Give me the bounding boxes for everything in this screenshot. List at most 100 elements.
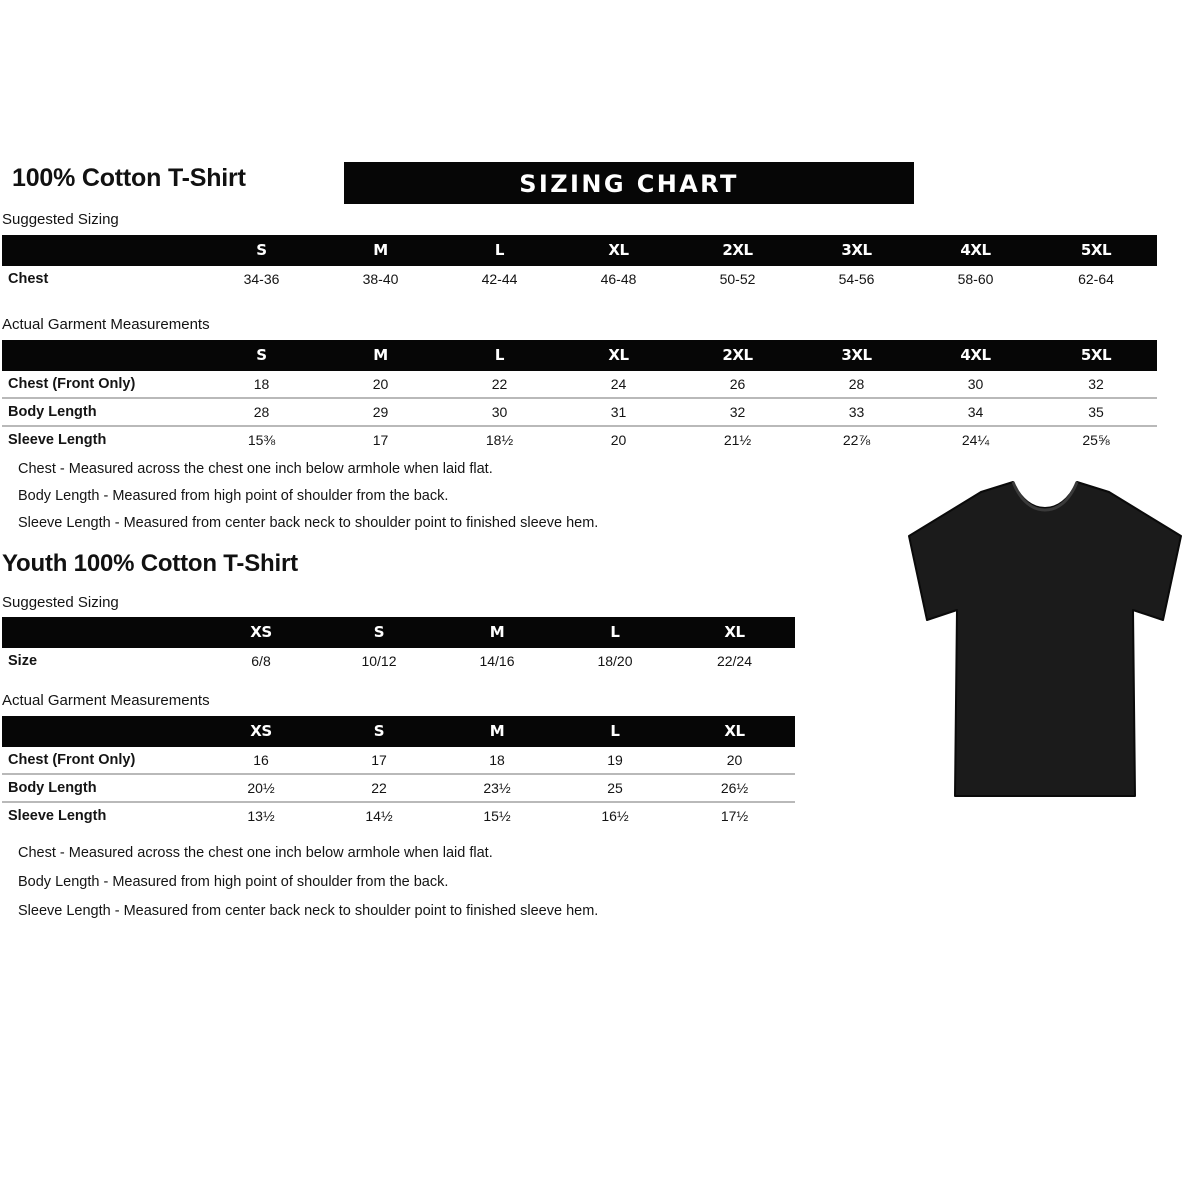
- youth-page-title: Youth 100% Cotton T-Shirt: [2, 550, 298, 577]
- cell-2xl: 26: [678, 371, 797, 399]
- table-row: Sleeve Length 15⅜ 17 18½ 20 21½ 22⅞ 24¼ 25⅝: [2, 426, 1157, 453]
- column-header-l: L: [610, 623, 620, 641]
- cell-m: 20: [321, 371, 440, 399]
- adult-suggested-caption: Suggested Sizing: [2, 211, 119, 228]
- column-header-xs: XS: [250, 722, 272, 740]
- cell-s: 28: [202, 398, 321, 427]
- cell-xs: 6/8: [251, 653, 271, 669]
- adult-actual-measurements-table: S M L XL 2XL 3XL 4XL 5XL Chest (Front Only) 18 20…: [2, 340, 1157, 453]
- cell-5xl: 35: [1035, 398, 1157, 427]
- cell-4xl: 34: [916, 398, 1035, 427]
- table-body: Chest (Front Only) 18 20 22 24 26 28 30 32 Body L…: [2, 371, 1157, 453]
- row-label: Body Length: [2, 774, 202, 803]
- cell-s: 14½: [365, 808, 393, 824]
- cell-3xl: 22⅞: [842, 432, 871, 448]
- tshirt-image: [895, 470, 1195, 810]
- cell-l: 42-44: [481, 271, 518, 287]
- column-header-s: S: [373, 722, 385, 740]
- column-header-xl: XL: [608, 346, 629, 364]
- cell-xl: 26½: [674, 774, 795, 803]
- column-header-l: L: [494, 346, 505, 364]
- page-title: 100% Cotton T-Shirt: [12, 164, 246, 192]
- table-body: Chest (Front Only) 16 17 18 19 20 Body Length 2…: [2, 747, 795, 829]
- cell-3xl: 28: [797, 371, 916, 399]
- adult-heading-row: 100% Cotton T-Shirt SIZING CHART: [10, 162, 1190, 208]
- cell-s: 34-36: [243, 271, 280, 287]
- row-label: Sleeve Length: [8, 432, 107, 448]
- table-row: Body Length 20½ 22 23½ 25 26½: [2, 774, 795, 803]
- youth-suggested-header-label: [2, 617, 202, 648]
- column-header-l: L: [610, 722, 620, 740]
- youth-suggested-sizing-table: XS S M L XL Size 6/8 10/12 14/16 18/20 22/24: [2, 617, 795, 674]
- table-row: Chest (Front Only) 18 20 22 24 26 28 30 32: [2, 371, 1157, 399]
- column-header-xl: XL: [724, 623, 745, 641]
- cell-xl: 22/24: [716, 653, 753, 669]
- cell-l: 16½: [601, 808, 629, 824]
- table-header-row: S M L XL 2XL 3XL 4XL 5XL: [2, 235, 1157, 266]
- column-header-xs: XS: [250, 623, 272, 641]
- cell-l: 19: [556, 747, 674, 775]
- cell-m: 14/16: [479, 653, 515, 669]
- adult-actual-caption: Actual Garment Measurements: [2, 316, 210, 333]
- cell-l: 30: [440, 398, 559, 427]
- cell-m: 18: [438, 747, 556, 775]
- column-header-2xl: 2XL: [722, 346, 753, 364]
- cell-3xl: 33: [797, 398, 916, 427]
- cell-xl: 20: [610, 432, 627, 448]
- cell-3xl: 54-56: [838, 271, 875, 287]
- cell-4xl: 58-60: [957, 271, 994, 287]
- cell-s: 10/12: [361, 653, 397, 669]
- table-row: Chest (Front Only) 16 17 18 19 20: [2, 747, 795, 775]
- cell-2xl: 50-52: [719, 271, 756, 287]
- row-label: Chest (Front Only): [2, 371, 202, 399]
- cell-2xl: 32: [678, 398, 797, 427]
- cell-4xl: 24¼: [961, 432, 990, 448]
- cell-m: 17: [372, 432, 389, 448]
- youth-actual-caption: Actual Garment Measurements: [2, 692, 210, 709]
- column-header-s: S: [373, 623, 385, 641]
- cell-xl: 46-48: [600, 271, 637, 287]
- cell-xs: 20½: [202, 774, 320, 803]
- cell-s: 15⅜: [247, 432, 276, 448]
- adult-note-chest: Chest - Measured across the chest one in…: [18, 461, 493, 477]
- cell-5xl: 25⅝: [1082, 432, 1110, 448]
- youth-note-body-length: Body Length - Measured from high point o…: [18, 874, 449, 890]
- column-header-3xl: 3XL: [841, 241, 872, 259]
- adult-note-sleeve-length: Sleeve Length - Measured from center bac…: [18, 515, 599, 531]
- cell-l: 18/20: [597, 653, 633, 669]
- row-label: Chest (Front Only): [2, 747, 202, 775]
- cell-xs: 13½: [247, 808, 275, 824]
- cell-xl: 20: [674, 747, 795, 775]
- cell-5xl: 62-64: [1078, 271, 1114, 287]
- adult-suggested-header-label: [2, 235, 202, 266]
- sizing-chart-banner-label: SIZING CHART: [519, 170, 739, 198]
- youth-note-sleeve-length: Sleeve Length - Measured from center bac…: [18, 903, 599, 919]
- column-header-m: M: [489, 623, 505, 641]
- row-label: Chest: [8, 271, 49, 287]
- row-label: Size: [8, 653, 38, 669]
- cell-4xl: 30: [916, 371, 1035, 399]
- column-header-2xl: 2XL: [722, 241, 753, 259]
- table-body: Chest 34-36 38-40 42-44 46-48 50-52 54-56 58-60…: [2, 266, 1157, 292]
- cell-5xl: 32: [1035, 371, 1157, 399]
- cell-l: 25: [556, 774, 674, 803]
- cell-m: 38-40: [362, 271, 399, 287]
- cell-s: 17: [320, 747, 438, 775]
- table-row: Chest 34-36 38-40 42-44 46-48 50-52 54-56 58-60…: [2, 266, 1157, 292]
- cell-l: 18½: [485, 432, 514, 448]
- row-label: Body Length: [2, 398, 202, 427]
- youth-actual-header-label: [2, 716, 202, 747]
- cell-xl: 17½: [720, 808, 749, 824]
- cell-m: 29: [321, 398, 440, 427]
- column-header-4xl: 4XL: [960, 346, 991, 364]
- table-header-row: S M L XL 2XL 3XL 4XL 5XL: [2, 340, 1157, 371]
- column-header-3xl: 3XL: [841, 346, 872, 364]
- table-row: Sleeve Length 13½ 14½ 15½ 16½ 17½: [2, 802, 795, 829]
- column-header-4xl: 4XL: [960, 241, 991, 259]
- column-header-s: S: [256, 346, 267, 364]
- cell-s: 22: [320, 774, 438, 803]
- youth-actual-measurements-table: XS S M L XL Chest (Front Only) 16 17 18 19 20 Body…: [2, 716, 795, 829]
- cell-2xl: 21½: [723, 432, 752, 448]
- youth-suggested-caption: Suggested Sizing: [2, 594, 119, 611]
